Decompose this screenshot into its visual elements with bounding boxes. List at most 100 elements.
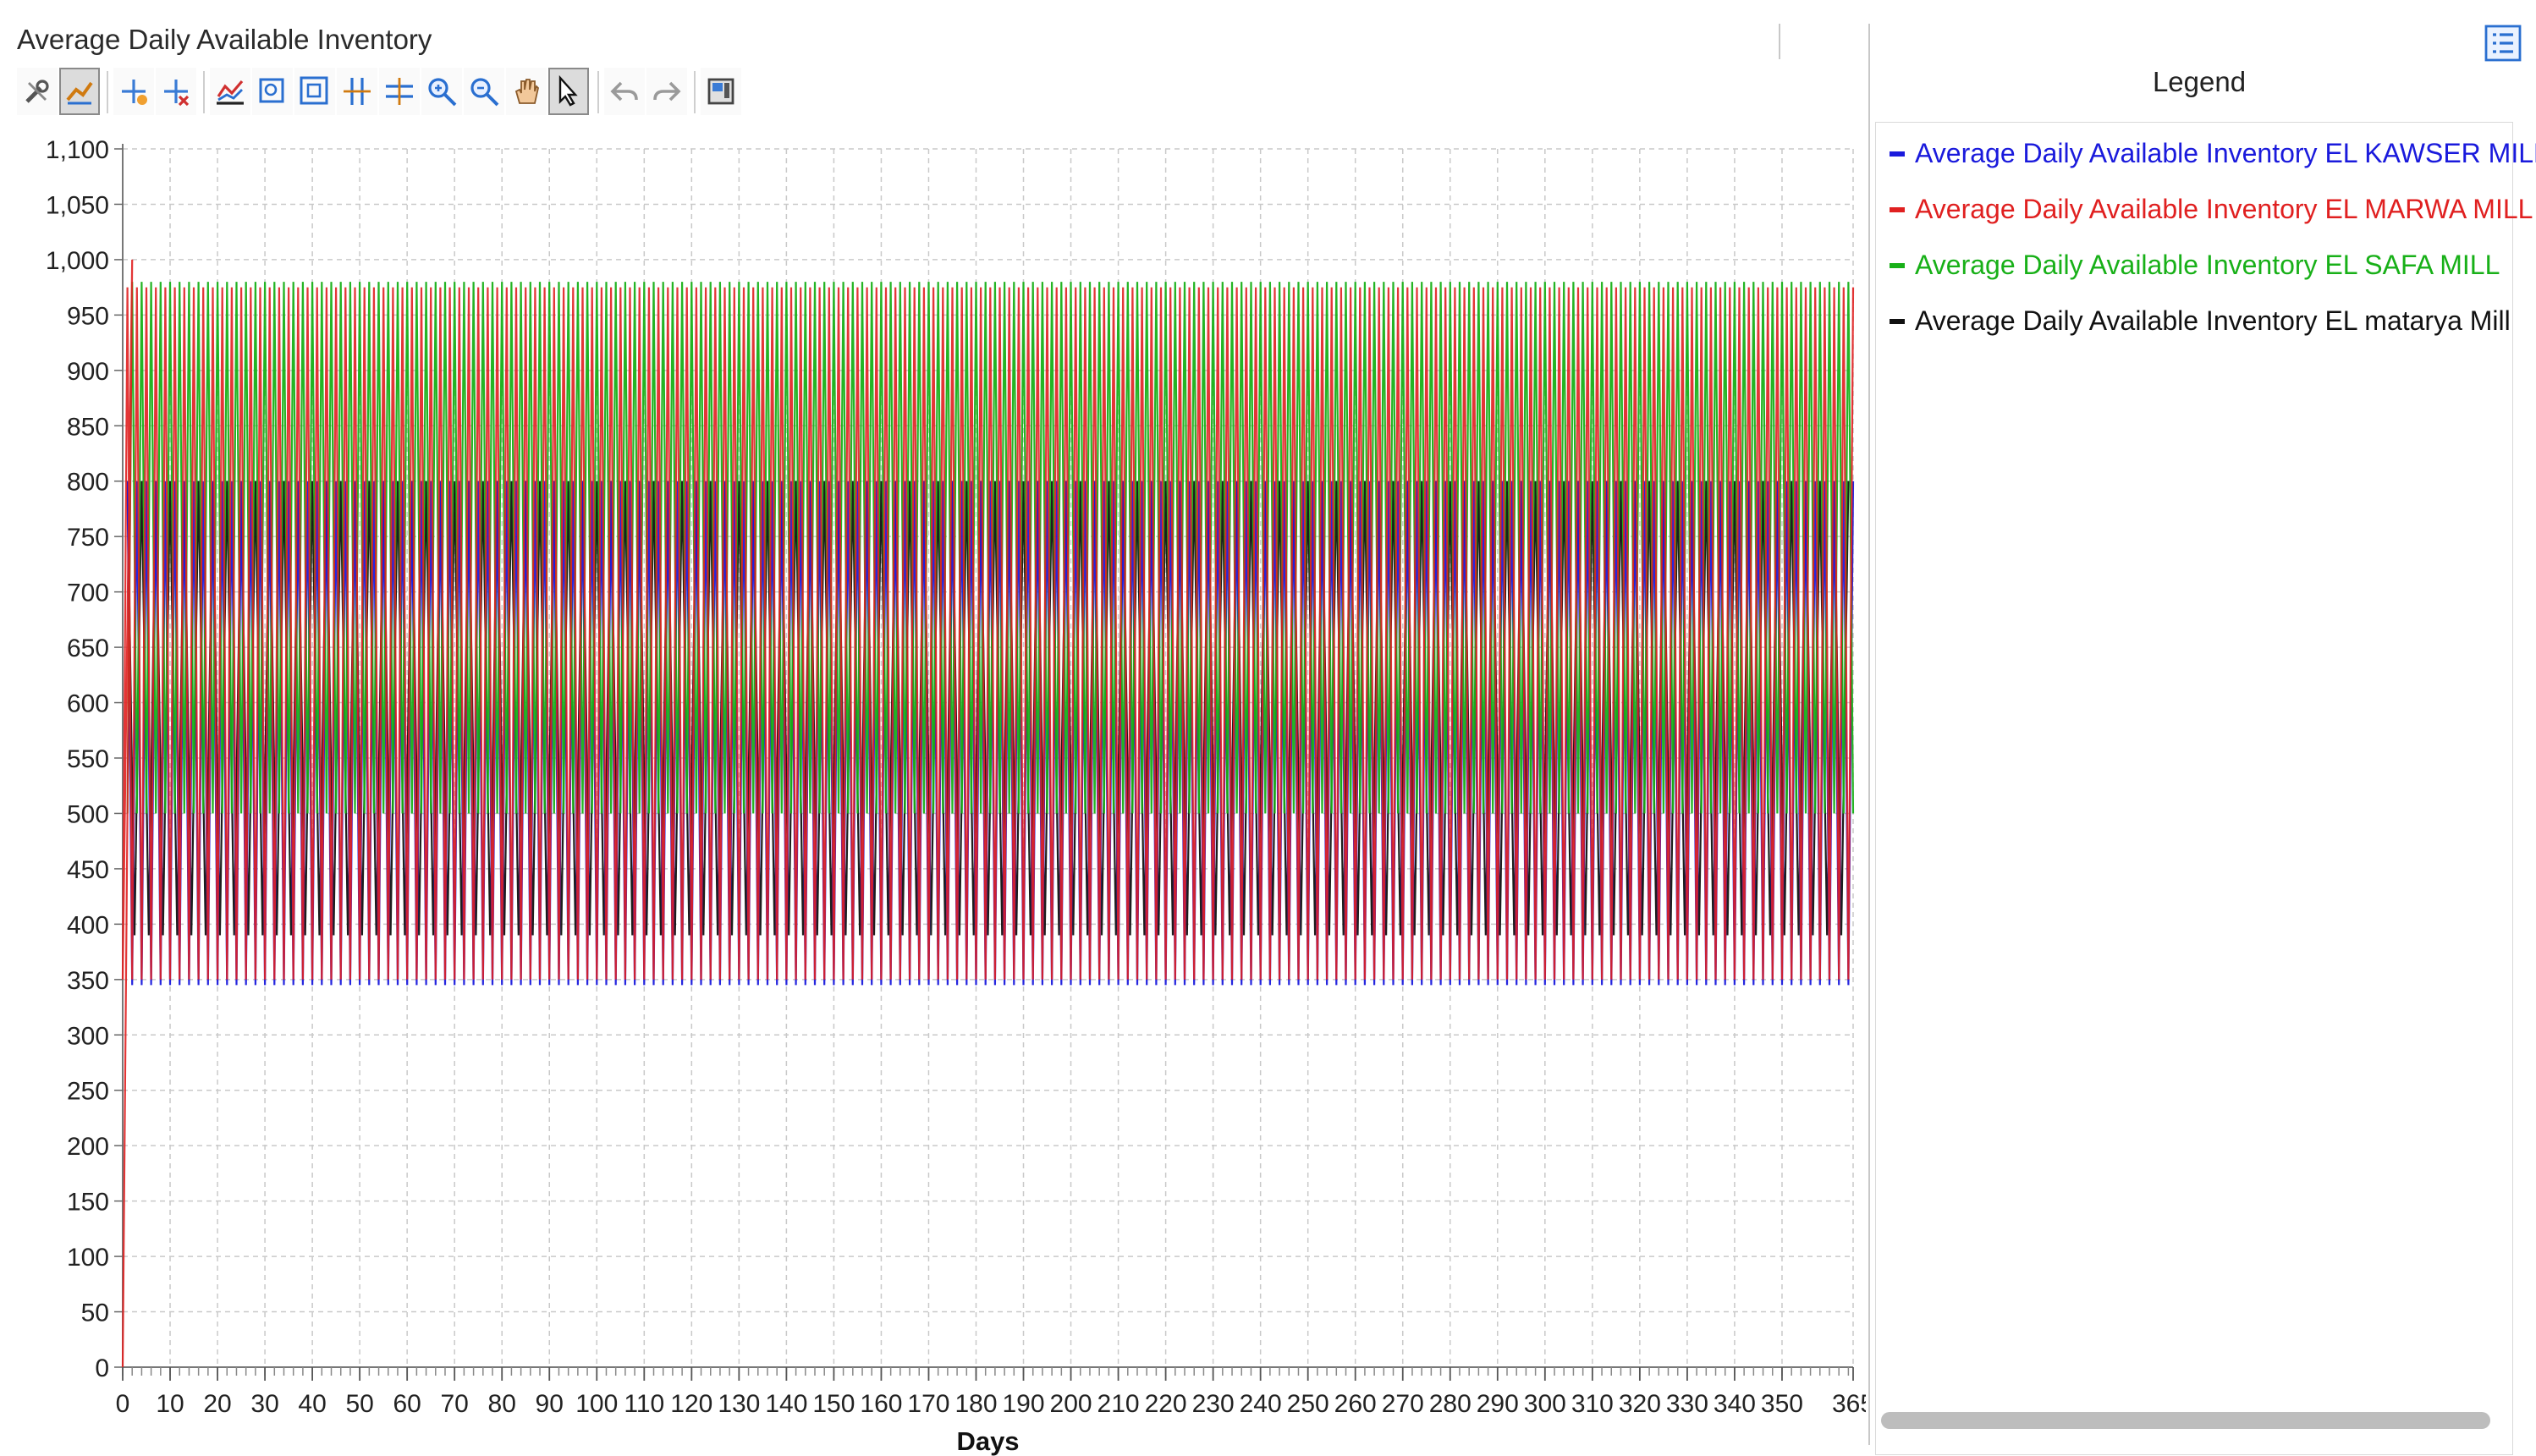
redo-button[interactable] bbox=[646, 68, 687, 115]
x-tick-label: 80 bbox=[488, 1390, 516, 1418]
x-tick-label: 365 bbox=[1832, 1390, 1866, 1418]
x-tick-label: 0 bbox=[116, 1390, 130, 1418]
zoom-vertical-button[interactable] bbox=[379, 68, 420, 115]
legend-horizontal-scrollbar[interactable] bbox=[1881, 1412, 2490, 1429]
x-tick-label: 220 bbox=[1145, 1390, 1187, 1418]
zoom-vertical-icon bbox=[386, 78, 413, 105]
legend-swatch bbox=[1890, 151, 1905, 157]
x-tick-label: 350 bbox=[1761, 1390, 1803, 1418]
series-line-3 bbox=[126, 282, 1855, 814]
toolbar-separator bbox=[694, 71, 696, 113]
y-tick-label: 500 bbox=[67, 800, 109, 828]
y-tick-label: 1,100 bbox=[46, 136, 109, 164]
legend-item-label: Average Daily Available Inventory EL MAR… bbox=[1915, 194, 2533, 224]
series-line-2 bbox=[121, 259, 1855, 1368]
y-tick-label: 450 bbox=[67, 856, 109, 884]
zoom-fit-button[interactable] bbox=[294, 68, 335, 115]
x-tick-label: 130 bbox=[718, 1390, 760, 1418]
zoom-in-button[interactable] bbox=[421, 68, 462, 115]
undo-button[interactable] bbox=[604, 68, 645, 115]
toolbar-separator bbox=[597, 71, 599, 113]
x-tick-label: 340 bbox=[1714, 1390, 1756, 1418]
export-icon bbox=[707, 78, 734, 105]
y-tick-label: 550 bbox=[67, 745, 109, 773]
zoom-fit-icon bbox=[300, 76, 328, 105]
chart-panel: Average Daily Available Inventory bbox=[0, 0, 1866, 1456]
y-tick-label: 600 bbox=[67, 690, 109, 718]
x-tick-label: 190 bbox=[1002, 1390, 1044, 1418]
legend-title: Legend bbox=[2152, 66, 2247, 97]
wrench-icon bbox=[25, 80, 49, 103]
x-tick-label: 260 bbox=[1334, 1390, 1377, 1418]
y-tick-label: 750 bbox=[67, 524, 109, 552]
marker-add-icon bbox=[122, 80, 147, 105]
x-tick-label: 330 bbox=[1666, 1390, 1708, 1418]
legend-item-label: Average Daily Available Inventory EL SAF… bbox=[1915, 250, 2500, 280]
x-tick-label: 100 bbox=[575, 1390, 618, 1418]
series-style-button[interactable] bbox=[59, 68, 100, 115]
zoom-box-button[interactable] bbox=[252, 68, 293, 115]
line-style-icon bbox=[66, 81, 93, 105]
x-tick-label: 300 bbox=[1524, 1390, 1566, 1418]
zoom-horizontal-icon bbox=[344, 78, 371, 105]
x-tick-label: 90 bbox=[536, 1390, 564, 1418]
y-tick-label: 50 bbox=[81, 1299, 109, 1327]
legend-item-label: Average Daily Available Inventory EL mat… bbox=[1915, 305, 2511, 336]
pan-button[interactable] bbox=[506, 68, 547, 115]
y-tick-label: 900 bbox=[67, 358, 109, 386]
legend-item[interactable]: Average Daily Available Inventory EL mat… bbox=[1876, 305, 2511, 337]
select-button[interactable] bbox=[548, 68, 589, 115]
y-tick-label: 200 bbox=[67, 1133, 109, 1161]
legend-toggle-button[interactable] bbox=[2484, 24, 2522, 63]
add-marker-button[interactable] bbox=[113, 68, 154, 115]
x-tick-label: 200 bbox=[1050, 1390, 1092, 1418]
x-tick-label: 290 bbox=[1477, 1390, 1519, 1418]
x-tick-label: 210 bbox=[1097, 1390, 1140, 1418]
legend-item[interactable]: Average Daily Available Inventory EL MAR… bbox=[1876, 194, 2533, 225]
export-button[interactable] bbox=[701, 68, 741, 115]
legend-item[interactable]: Average Daily Available Inventory EL KAW… bbox=[1876, 138, 2536, 169]
x-tick-label: 310 bbox=[1571, 1390, 1614, 1418]
zoom-in-icon bbox=[428, 78, 457, 107]
y-tick-label: 1,000 bbox=[46, 247, 109, 275]
y-tick-label: 650 bbox=[67, 635, 109, 662]
zoom-out-button[interactable] bbox=[464, 68, 504, 115]
y-tick-label: 400 bbox=[67, 911, 109, 939]
legend-swatch bbox=[1890, 318, 1905, 324]
legend-swatch bbox=[1890, 262, 1905, 268]
y-tick-label: 350 bbox=[67, 967, 109, 995]
x-tick-label: 110 bbox=[624, 1390, 664, 1418]
x-tick-label: 180 bbox=[954, 1390, 997, 1418]
y-tick-label: 850 bbox=[67, 413, 109, 441]
zoom-box-icon bbox=[259, 78, 284, 103]
chart-settings-button[interactable] bbox=[17, 68, 58, 115]
hand-icon bbox=[514, 79, 539, 104]
divider bbox=[1779, 24, 1780, 59]
legend-panel: Legend Average Daily Available Inventory… bbox=[1868, 24, 2536, 1455]
y-tick-label: 100 bbox=[67, 1244, 109, 1272]
x-tick-label: 160 bbox=[860, 1390, 902, 1418]
x-tick-label: 20 bbox=[203, 1390, 231, 1418]
remove-marker-button[interactable] bbox=[156, 68, 196, 115]
legend-item[interactable]: Average Daily Available Inventory EL SAF… bbox=[1876, 250, 2500, 281]
x-tick-label: 120 bbox=[670, 1390, 712, 1418]
toolbar-separator bbox=[203, 71, 205, 113]
x-axis-label: Days bbox=[956, 1426, 1019, 1456]
x-tick-label: 70 bbox=[441, 1390, 469, 1418]
x-tick-label: 140 bbox=[765, 1390, 807, 1418]
chart-type-icon bbox=[217, 80, 244, 105]
chart-type-button[interactable] bbox=[210, 68, 250, 115]
y-tick-label: 800 bbox=[67, 469, 109, 497]
legend-item-label: Average Daily Available Inventory EL KAW… bbox=[1915, 138, 2536, 168]
line-chart[interactable]: 0501001502002503003504004505005506006507… bbox=[0, 0, 1866, 1456]
legend-list: Average Daily Available Inventory EL KAW… bbox=[1875, 122, 2536, 1455]
x-tick-label: 170 bbox=[907, 1390, 949, 1418]
x-tick-label: 250 bbox=[1287, 1390, 1329, 1418]
y-tick-label: 300 bbox=[67, 1022, 109, 1050]
cursor-icon bbox=[558, 74, 578, 107]
chart-window-title: Average Daily Available Inventory bbox=[17, 24, 432, 55]
y-tick-label: 250 bbox=[67, 1078, 109, 1106]
zoom-horizontal-button[interactable] bbox=[337, 68, 377, 115]
x-tick-label: 280 bbox=[1429, 1390, 1472, 1418]
undo-icon bbox=[610, 81, 638, 102]
